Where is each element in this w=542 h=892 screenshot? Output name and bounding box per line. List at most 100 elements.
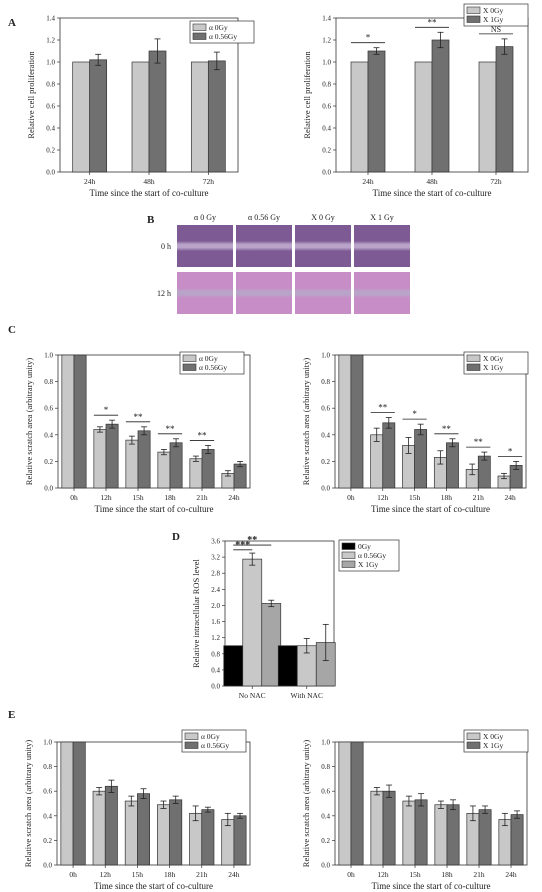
bar [73, 354, 87, 489]
bar [478, 809, 492, 866]
y-tick-label: 0.4 [321, 431, 330, 439]
y-tick-label: 0.4 [44, 431, 53, 439]
bar [169, 799, 183, 866]
panel-label-D: D [172, 531, 180, 543]
legend-swatch [466, 732, 481, 740]
plot-frame [56, 741, 251, 866]
bar [261, 603, 282, 687]
legend-swatch [184, 732, 199, 740]
y-tick-label: 0.2 [46, 147, 55, 155]
x-axis-label: Time since the start of co-culture [372, 881, 491, 891]
legend-label: α 0.56Gy [358, 551, 386, 560]
bar [367, 50, 386, 173]
x-axis-label: Time since the start of co-culture [90, 188, 209, 198]
x-axis-label: Time since the start of co-culture [94, 881, 213, 891]
bar [414, 61, 433, 173]
micrograph-tile [235, 224, 293, 268]
legend-label: α 0Gy [199, 354, 218, 363]
legend-swatch [466, 354, 481, 362]
y-tick-label: 0.6 [321, 405, 330, 413]
x-tick-label: No NAC [239, 691, 266, 700]
x-tick-label: 24h [228, 870, 240, 879]
y-tick-label: 1.6 [211, 618, 220, 626]
bar [189, 458, 203, 489]
legend-swatch [466, 363, 481, 371]
y-tick-label: 0.8 [321, 763, 330, 771]
x-tick-label: 0h [70, 493, 78, 502]
x-tick-label: 12h [100, 493, 112, 502]
y-tick-label: 1.0 [44, 352, 53, 360]
y-axis-label: Relative cell proliferation [26, 51, 36, 139]
bar [105, 423, 119, 489]
x-tick-label: 21h [473, 493, 485, 502]
bar [446, 804, 460, 866]
y-tick-label: 0.0 [322, 169, 331, 177]
y-tick-label: 0.0 [46, 169, 55, 177]
bar [338, 741, 352, 866]
x-tick-label: 48h [426, 177, 438, 186]
bar [277, 645, 298, 687]
bar [157, 451, 171, 489]
y-tick-label: 3.6 [211, 538, 220, 546]
legend-swatch [184, 741, 199, 749]
micro-col-label: α 0.56 Gy [248, 213, 280, 222]
y-tick-label: 0.4 [321, 812, 330, 820]
x-tick-label: 12h [377, 493, 389, 502]
y-axis-label: Relative scratch area (arbitrary unity) [301, 358, 311, 486]
y-tick-label: 0.8 [321, 378, 330, 386]
y-tick-label: 0.8 [46, 81, 55, 89]
bar [431, 39, 450, 173]
bar [72, 741, 86, 866]
x-tick-label: 18h [441, 870, 453, 879]
bar [382, 422, 396, 489]
y-tick-label: 0.0 [43, 862, 52, 870]
x-tick-label: 24h [362, 177, 374, 186]
significance-marker: ** [474, 437, 484, 447]
micrograph-tile [176, 224, 234, 268]
bar [131, 61, 150, 173]
x-tick-label: 18h [164, 870, 176, 879]
x-tick-label: 15h [132, 493, 144, 502]
bar [414, 429, 428, 489]
y-axis-label: Relative scratch area (arbitrary unity) [24, 358, 34, 486]
y-tick-label: 0.0 [321, 485, 330, 493]
x-tick-label: 72h [203, 177, 215, 186]
x-axis-label: Time since the start of co-culture [95, 504, 214, 514]
bar [350, 354, 364, 489]
significance-marker: ** [247, 535, 257, 546]
y-tick-label: 0.6 [44, 405, 53, 413]
significance-marker: * [104, 405, 109, 415]
x-tick-label: 12h [377, 870, 389, 879]
bar [223, 645, 244, 687]
y-tick-label: 1.0 [46, 59, 55, 67]
y-tick-label: 0.2 [321, 458, 330, 466]
y-tick-label: 2.4 [211, 586, 220, 594]
micro-col-label: X 1 Gy [370, 213, 394, 222]
micro-row-label: 0 h [161, 242, 171, 251]
micrograph-tile [294, 271, 352, 315]
legend-label: X 1Gy [483, 741, 503, 750]
x-tick-label: 0h [347, 870, 355, 879]
bar [338, 354, 352, 489]
bar [72, 61, 91, 173]
y-tick-label: 1.0 [321, 352, 330, 360]
x-tick-label: 24h [505, 870, 517, 879]
bar [201, 449, 215, 489]
x-tick-label: 24h [504, 493, 516, 502]
y-tick-label: 0.2 [43, 837, 52, 845]
x-tick-label: 21h [473, 870, 485, 879]
x-tick-label: 18h [164, 493, 176, 502]
y-tick-label: 3.2 [211, 554, 220, 562]
y-tick-label: 0.6 [46, 103, 55, 111]
x-tick-label: 21h [196, 870, 208, 879]
y-tick-label: 2.0 [211, 602, 220, 610]
bar [402, 800, 416, 866]
legend-label: X 1Gy [483, 363, 503, 372]
bar [414, 799, 428, 866]
y-tick-label: 0.6 [322, 103, 331, 111]
legend-label: α 0.56Gy [201, 741, 229, 750]
legend-swatch [466, 15, 481, 23]
x-tick-label: 0h [69, 870, 77, 879]
y-tick-label: 0.2 [44, 458, 53, 466]
significance-marker: ** [428, 17, 438, 27]
